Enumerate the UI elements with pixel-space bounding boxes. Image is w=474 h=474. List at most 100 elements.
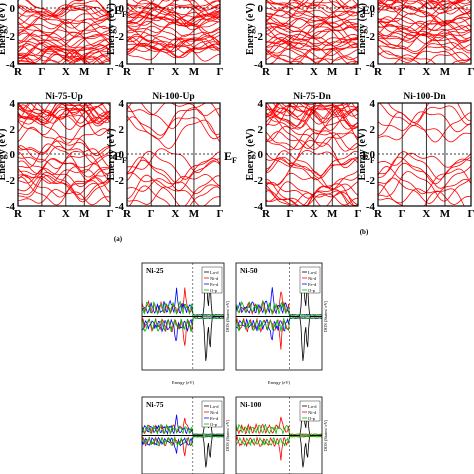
band-line <box>18 143 110 173</box>
x-tick-label: Γ <box>468 208 474 220</box>
x-tick-label: Γ <box>38 66 45 78</box>
y-tick-label: -2 <box>366 31 376 43</box>
band-line <box>266 140 358 169</box>
band-line <box>18 54 105 64</box>
band-line <box>18 160 110 184</box>
band-line <box>266 163 358 190</box>
dos-curve <box>142 423 224 436</box>
y-tick-label: -4 <box>254 201 264 213</box>
x-tick-label: R <box>374 208 383 220</box>
band-line <box>18 103 110 124</box>
band-lines <box>266 0 358 64</box>
y-tick-label: 0 <box>370 149 376 161</box>
band-line <box>18 106 110 124</box>
band-line <box>266 103 358 116</box>
band-line <box>266 149 358 166</box>
band-line <box>378 165 471 195</box>
band-line <box>266 18 358 29</box>
band-line <box>18 5 110 18</box>
x-tick-label: Γ <box>468 66 474 78</box>
x-tick-label: Γ <box>217 66 224 78</box>
y-tick-label: -2 <box>366 175 376 187</box>
band-line <box>378 0 444 10</box>
dos-panel-0: Ni-25 La-dNi-dFe-dO-p DOS (States/ eV) Ener… <box>141 262 230 385</box>
band-lines <box>378 0 471 64</box>
band-line <box>378 162 471 189</box>
band-line <box>266 0 352 8</box>
x-tick-label: X <box>422 208 430 220</box>
band-line <box>127 103 220 117</box>
panel-frame <box>377 102 472 207</box>
legend-label: Ni-d <box>308 410 317 415</box>
band-line <box>127 0 220 19</box>
band-line <box>266 40 358 63</box>
band-line <box>18 145 110 170</box>
x-tick-label: M <box>440 66 451 78</box>
panel-frame <box>377 0 472 65</box>
legend-label: La-d <box>210 404 219 409</box>
band-line <box>18 104 110 124</box>
band-line <box>267 55 358 64</box>
band-line <box>127 2 220 22</box>
band-line <box>18 29 110 47</box>
band-line <box>378 23 471 45</box>
y-tick-label: -4 <box>254 59 264 71</box>
y-tick-label: 0 <box>258 149 264 161</box>
x-tick-label: R <box>123 208 132 220</box>
band-line <box>127 186 220 206</box>
band-line <box>127 42 220 58</box>
panel-frame <box>235 262 323 371</box>
band-line <box>266 150 358 176</box>
band-line <box>18 103 110 120</box>
part-label-a: (a) <box>114 235 123 243</box>
y-tick-label: 4 <box>258 98 264 110</box>
band-line <box>127 35 220 49</box>
legend-label: La-d <box>308 270 317 275</box>
dos-curve <box>142 300 224 316</box>
x-tick-label: Γ <box>286 66 293 78</box>
panel-frame <box>265 102 359 207</box>
y-tick-label: -2 <box>115 175 125 187</box>
band-line <box>378 5 471 28</box>
legend-box <box>299 266 321 294</box>
y-tick-label: 0 <box>370 3 376 15</box>
panel-frame <box>265 0 359 65</box>
fermi-subscript: F <box>370 156 375 165</box>
band-line <box>378 50 471 64</box>
band-line <box>18 45 110 63</box>
band-line <box>127 174 220 206</box>
band-line <box>18 13 110 29</box>
x-tick-label: R <box>374 66 383 78</box>
y-tick-label: 4 <box>10 98 16 110</box>
band-line <box>18 167 110 188</box>
y-tick-label: -2 <box>6 175 16 187</box>
panel-frame <box>141 396 225 474</box>
band-line <box>127 116 220 149</box>
band-line <box>266 107 358 130</box>
part-label-b: (b) <box>360 228 369 236</box>
panel-frame <box>17 0 111 65</box>
band-line <box>378 0 471 17</box>
band-line <box>127 0 220 11</box>
band-line <box>266 126 358 147</box>
band-line <box>378 28 471 42</box>
band-lines <box>127 0 220 62</box>
x-tick-label: M <box>327 208 338 220</box>
fermi-subscript: F <box>232 156 237 165</box>
band-line <box>266 185 350 206</box>
panel-frame <box>126 102 221 207</box>
y-tick-label: -2 <box>254 31 264 43</box>
band-line <box>266 9 358 29</box>
y-axis-label: Energy (eV) <box>0 129 8 181</box>
panel-title: Ni-100-Dn <box>403 92 446 102</box>
band-line <box>18 103 110 117</box>
band-line <box>18 8 110 21</box>
x-tick-label: R <box>262 208 271 220</box>
band-line <box>18 41 110 60</box>
band-lines <box>378 103 471 206</box>
x-tick-label: Γ <box>286 208 293 220</box>
